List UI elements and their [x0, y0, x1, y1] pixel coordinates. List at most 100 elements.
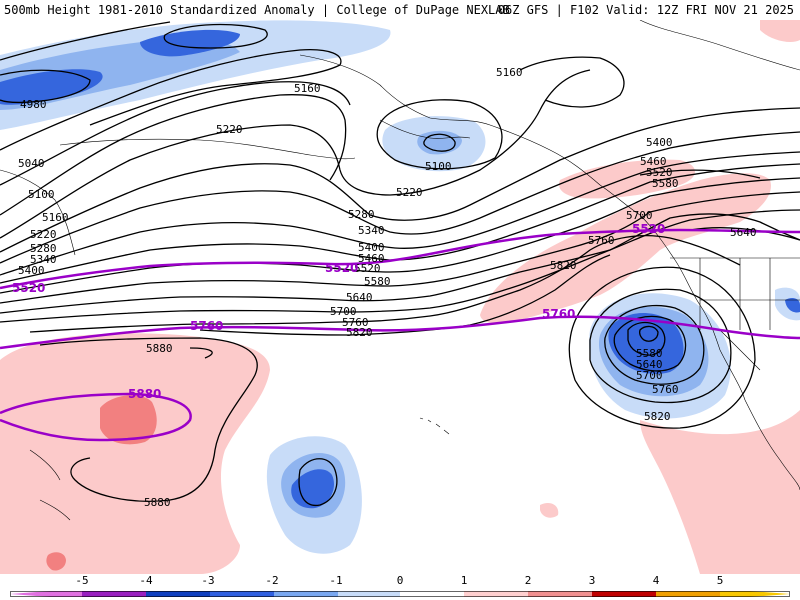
contour-label: 4980 [20, 98, 47, 111]
colorbar-tick: 3 [588, 574, 596, 587]
contour-5040 [0, 49, 342, 151]
contour-label: 5460 [358, 252, 385, 265]
positive-anomaly-area [540, 503, 559, 518]
model-valid-time: 06Z GFS | F102 Valid: 12Z FRI NOV 21 202… [497, 3, 794, 17]
colorbar-tick: 4 [652, 574, 660, 587]
negative-anomaly-core [608, 312, 684, 375]
contour-5280 [0, 107, 800, 253]
contour-label: 5400 [646, 136, 673, 149]
colorbar-segment [750, 591, 790, 597]
positive-anomaly-area [640, 410, 800, 574]
climo-5880-line [0, 392, 192, 442]
contour-label: 5100 [28, 188, 55, 201]
contour-label: 5280 [348, 208, 375, 221]
contour-label: 5640 [730, 226, 757, 239]
negative-anomaly-core [291, 469, 335, 509]
negative-anomaly-core [0, 69, 103, 105]
russia-coast [0, 169, 76, 256]
colorbar-segment [400, 591, 464, 597]
contour-5640 [0, 209, 800, 314]
alaska-coast [299, 54, 601, 186]
contour-label: 5820 [550, 259, 577, 272]
aleutian-chain [59, 138, 356, 160]
contour-label: 5580 [652, 177, 679, 190]
colorbar-tick: 0 [396, 574, 404, 587]
contour-5580-east-ridge [639, 169, 761, 179]
contour-label: 5760 [652, 383, 679, 396]
colorbar-segment [720, 591, 750, 597]
contour-4980 [163, 23, 268, 49]
colorbar-outline [10, 591, 790, 597]
contour-label: 5160 [42, 211, 69, 224]
contour-label: 5220 [216, 123, 243, 136]
bc-coast [599, 184, 746, 401]
contour-5760-east [589, 288, 732, 404]
contour-label: 5700 [626, 209, 653, 222]
colorbar-segment [210, 591, 274, 597]
colorbar-tick: -2 [265, 574, 279, 587]
contour-label: 5820 [346, 326, 373, 339]
positive-anomaly-core [46, 552, 66, 571]
climo-label: 5520 [325, 261, 358, 275]
contour-5040-alt [0, 21, 171, 61]
contour-label: 5340 [358, 224, 385, 237]
colorbar-tick: 2 [524, 574, 532, 587]
climo-label: 5760 [542, 307, 575, 321]
anomaly-colorbar: -5 -4 -3 -2 -1 0 1 2 3 4 5 [0, 574, 800, 600]
coastlines [0, 20, 800, 521]
contour-label: 5340 [30, 253, 57, 266]
colorbar-tick: -4 [139, 574, 153, 587]
contour-label: 5580 [364, 275, 391, 288]
colorbar-tick: -3 [201, 574, 215, 587]
climo-5760-line [0, 315, 800, 350]
climo-label: 5520 [12, 281, 45, 295]
colorbar-tick: 5 [716, 574, 724, 587]
contour-5880-east [189, 347, 213, 359]
anomaly-map: 4980 5040 5100 5160 5220 5280 5340 5400 … [0, 20, 800, 574]
climo-label: 5760 [190, 319, 223, 333]
contour-5820-east [568, 266, 756, 429]
contour-5580 [0, 191, 800, 304]
contour-5520 [0, 177, 800, 294]
contour-5160-alaska [376, 99, 503, 170]
positive-anomaly-area [559, 159, 695, 199]
colorbar-strip [10, 591, 790, 597]
contour-label: 5100 [425, 160, 452, 173]
contour-5460 [0, 163, 800, 284]
contour-label: 5880 [144, 496, 171, 509]
colorbar-segment [656, 591, 720, 597]
contour-5340 [0, 131, 800, 264]
contour-4980 [0, 69, 91, 104]
contour-label: 5880 [146, 342, 173, 355]
contour-5220 [0, 69, 591, 239]
climatology-contours [0, 228, 800, 442]
positive-anomaly-core [100, 395, 157, 445]
map-title: 500mb Height 1981-2010 Standardized Anom… [4, 3, 510, 17]
contour-label: 5760 [342, 316, 369, 329]
colorbar-segment [10, 591, 50, 597]
contour-5400 [0, 151, 800, 276]
negative-anomaly-core [785, 297, 800, 313]
colorbar-segment [338, 591, 400, 597]
contour-5640-east-right [689, 227, 800, 241]
colorbar-segment [274, 591, 338, 597]
climo-label: 5520 [632, 222, 665, 236]
contour-label: 5520 [646, 166, 673, 179]
contour-label: 5760 [588, 234, 615, 247]
contour-label: 5460 [640, 155, 667, 168]
contour-label: 5280 [30, 242, 57, 255]
colorbar-segment [592, 591, 656, 597]
contour-label: 5520 [354, 262, 381, 275]
contour-label: 5700 [636, 369, 663, 382]
height-contours [0, 21, 800, 507]
contour-5160-north [519, 56, 625, 108]
contour-label: 5040 [18, 157, 45, 170]
contour-5580-east [627, 321, 666, 356]
contour-label: 5640 [346, 291, 373, 304]
climatology-labels: 5520 5520 5520 5760 5760 5880 [12, 222, 665, 401]
positive-anomaly-area [760, 20, 800, 42]
contour-5160 [0, 94, 347, 216]
colorbar-segment [146, 591, 210, 597]
us-states [699, 258, 800, 371]
colorbar-segment [528, 591, 592, 597]
